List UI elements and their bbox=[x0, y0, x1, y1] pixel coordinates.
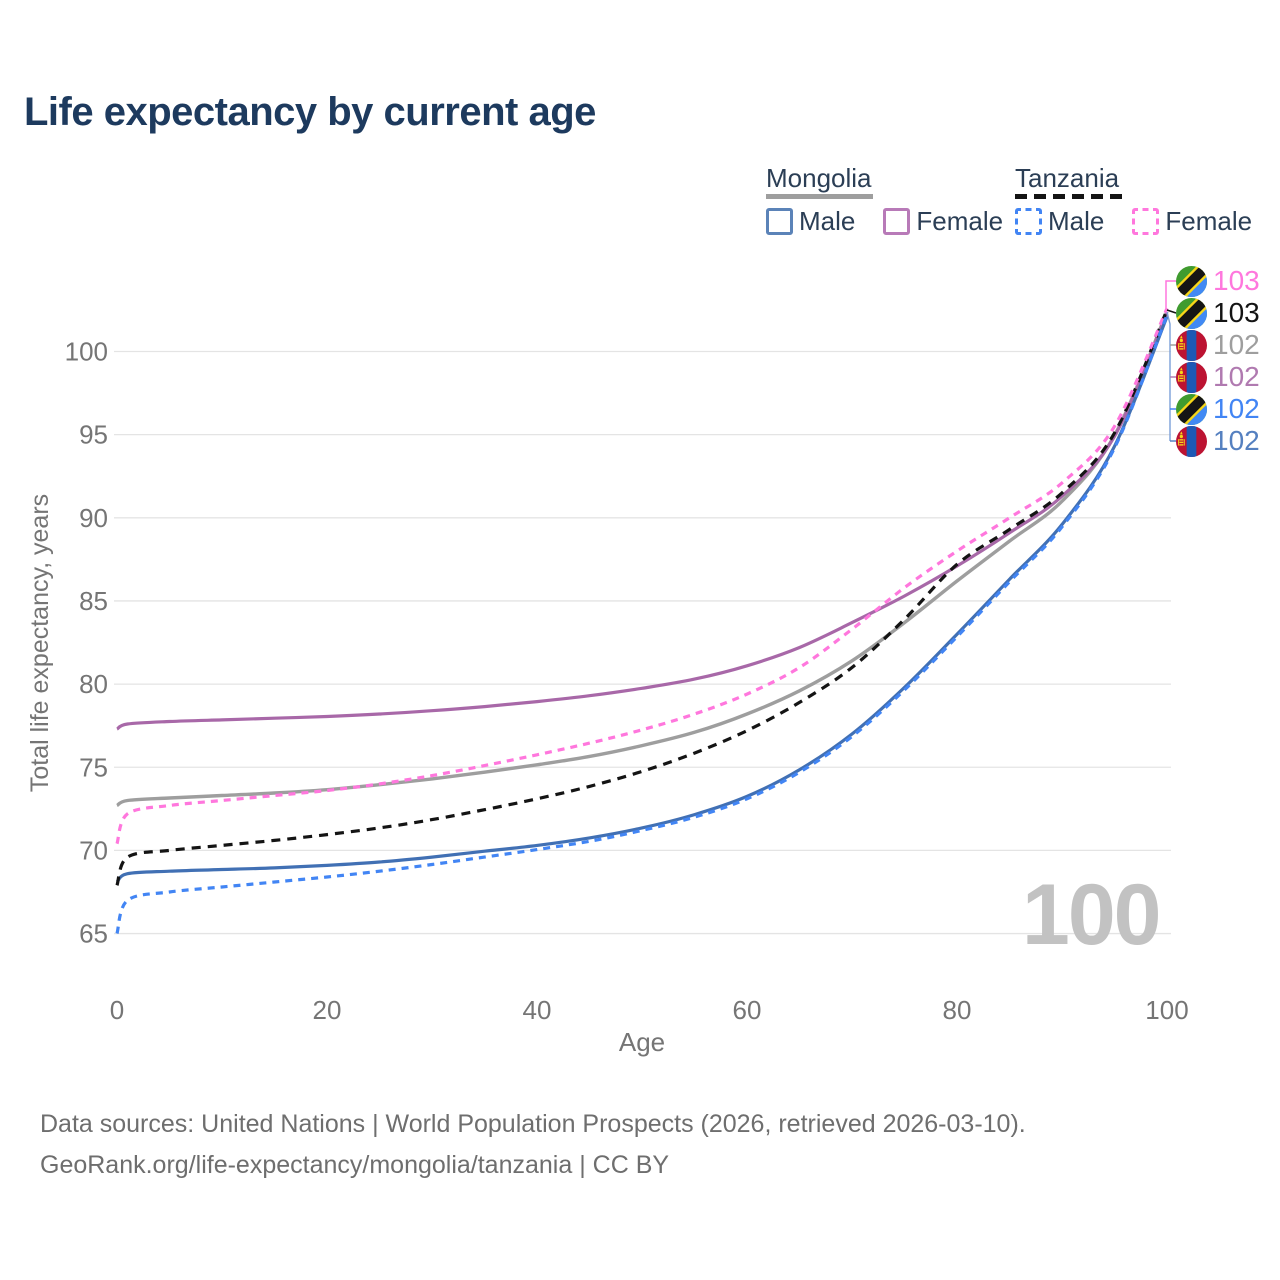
mongolia-flag-icon bbox=[1176, 425, 1207, 457]
x-tick-label: 60 bbox=[733, 995, 762, 1025]
footer: Data sources: United Nations | World Pop… bbox=[40, 1104, 1026, 1186]
leader-line bbox=[1165, 280, 1176, 308]
legend-swatch-mongolia-male[interactable] bbox=[766, 208, 793, 235]
tanzania-flag-icon bbox=[1176, 297, 1207, 329]
leader-bracket bbox=[1166, 311, 1171, 441]
end-label-mongolia-female[interactable]: 102 bbox=[1176, 361, 1260, 393]
x-tick-label: 0 bbox=[110, 995, 124, 1025]
current-age-watermark: 100 bbox=[1022, 867, 1161, 963]
mongolia-flag-icon bbox=[1176, 329, 1207, 361]
legend-item-tanzania-male[interactable]: Male bbox=[1048, 206, 1105, 236]
series-line-mongolia-female[interactable] bbox=[116, 312, 1169, 731]
y-tick-label: 100 bbox=[65, 337, 108, 367]
y-tick-label: 90 bbox=[79, 503, 108, 533]
legend-item-tanzania-female[interactable]: Female bbox=[1165, 206, 1253, 236]
legend-group-mongolia: Mongolia Male Female bbox=[766, 164, 1003, 237]
end-label-value: 102 bbox=[1213, 393, 1260, 424]
y-tick-label: 70 bbox=[79, 835, 108, 865]
legend-swatch-tanzania-female[interactable] bbox=[1132, 208, 1160, 235]
y-tick-label: 75 bbox=[79, 752, 108, 782]
y-tick-label: 65 bbox=[79, 919, 108, 949]
end-label-value: 102 bbox=[1213, 361, 1260, 392]
x-axis-title: Age bbox=[619, 1027, 665, 1057]
tanzania-flag-icon bbox=[1176, 393, 1207, 425]
legend-swatch-tanzania-male[interactable] bbox=[1015, 208, 1042, 235]
leader-line bbox=[1166, 309, 1177, 314]
y-tick-label: 85 bbox=[79, 586, 108, 616]
mongolia-flag-icon bbox=[1176, 361, 1207, 393]
end-label-value: 102 bbox=[1213, 329, 1260, 360]
end-label-tanzania[interactable]: 103 bbox=[1176, 297, 1260, 329]
legend-country-tanzania[interactable]: Tanzania bbox=[1015, 163, 1120, 193]
end-label-value: 103 bbox=[1213, 297, 1260, 328]
legend-item-mongolia-male[interactable]: Male bbox=[799, 206, 856, 236]
legend-swatch-mongolia-female[interactable] bbox=[883, 208, 911, 235]
x-tick-label: 40 bbox=[523, 995, 552, 1025]
x-tick-label: 100 bbox=[1145, 995, 1188, 1025]
y-tick-label: 80 bbox=[79, 669, 108, 699]
legend-underline-tanzania bbox=[1015, 194, 1122, 199]
end-label-mongolia[interactable]: 102 bbox=[1176, 329, 1260, 361]
end-label-value: 103 bbox=[1213, 265, 1260, 296]
y-axis-title: Total life expectancy, years bbox=[26, 494, 54, 792]
page-title: Life expectancy by current age bbox=[24, 90, 596, 134]
series-line-mongolia-male[interactable] bbox=[115, 316, 1169, 884]
x-tick-label: 80 bbox=[943, 995, 972, 1025]
series-line-tanzania-female[interactable] bbox=[115, 307, 1169, 845]
end-label-tanzania-male[interactable]: 102 bbox=[1176, 393, 1260, 425]
legend-underline-mongolia bbox=[766, 194, 873, 199]
data-sources-line: Data sources: United Nations | World Pop… bbox=[40, 1110, 1026, 1138]
legend-group-tanzania: Tanzania Male Female bbox=[1015, 164, 1252, 237]
end-label-tanzania-female[interactable]: 103 bbox=[1176, 265, 1260, 297]
legend-country-mongolia[interactable]: Mongolia bbox=[766, 163, 872, 193]
series-line-mongolia[interactable] bbox=[116, 310, 1169, 808]
end-label-value: 102 bbox=[1213, 425, 1260, 456]
legend-item-mongolia-female[interactable]: Female bbox=[916, 206, 1004, 236]
y-tick-label: 95 bbox=[79, 420, 108, 450]
tanzania-flag-icon bbox=[1176, 265, 1207, 297]
end-label-mongolia-male[interactable]: 102 bbox=[1176, 425, 1260, 457]
attribution-line: GeoRank.org/life-expectancy/mongolia/tan… bbox=[40, 1151, 670, 1179]
series-line-tanzania[interactable] bbox=[115, 309, 1169, 886]
x-tick-label: 20 bbox=[313, 995, 342, 1025]
